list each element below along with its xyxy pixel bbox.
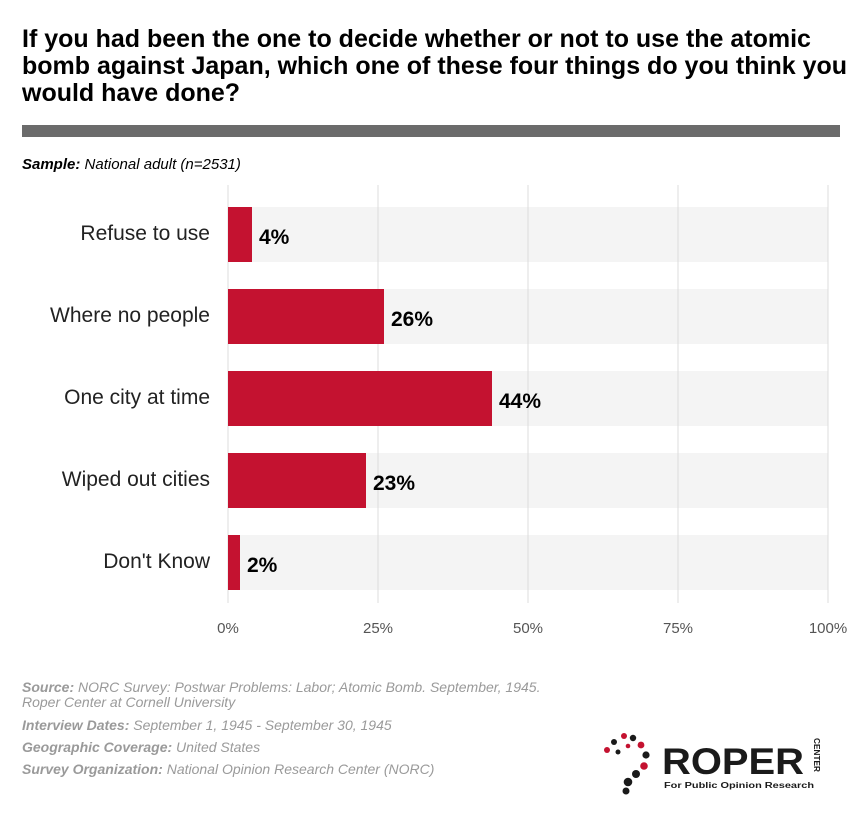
geo-value: United States xyxy=(176,739,261,755)
source-line1: NORC Survey: Postwar Problems: Labor; At… xyxy=(78,679,541,695)
logo-wordmark: ROPER xyxy=(662,741,804,782)
title-divider xyxy=(22,125,840,137)
dates-label: Interview Dates: xyxy=(22,717,130,733)
category-label: One city at time xyxy=(64,386,210,409)
roper-center-logo: ROPER CENTER For Public Opinion Research xyxy=(604,733,821,795)
value-label: 26% xyxy=(391,308,433,331)
value-label: 2% xyxy=(247,554,278,577)
bar-chart: 0% 25% 50% 75% 100% Refuse to use 4% Where no p… xyxy=(50,185,847,637)
bar xyxy=(228,535,240,590)
dates-value: September 1, 1945 - September 30, 1945 xyxy=(133,717,392,733)
org-label: Survey Organization: xyxy=(22,761,163,777)
value-label: 4% xyxy=(259,226,290,249)
geographic-coverage: Geographic Coverage: United States xyxy=(22,740,540,755)
sample-note: Sample: National adult (n=2531) xyxy=(22,156,241,173)
value-label: 44% xyxy=(499,390,541,413)
bar xyxy=(228,371,492,426)
x-tick-label: 25% xyxy=(363,620,393,637)
bar xyxy=(228,289,384,344)
org-value: National Opinion Research Center (NORC) xyxy=(166,761,435,777)
x-tick-label: 0% xyxy=(217,620,239,637)
logo-tagline: For Public Opinion Research xyxy=(664,781,814,790)
bar xyxy=(228,453,366,508)
chart-footer: Source: NORC Survey: Postwar Problems: L… xyxy=(22,680,540,784)
x-tick-label: 100% xyxy=(809,620,847,637)
source-line2: Roper Center at Cornell University xyxy=(22,694,236,710)
survey-organization: Survey Organization: National Opinion Re… xyxy=(22,762,540,777)
source-note: Source: NORC Survey: Postwar Problems: L… xyxy=(22,680,540,710)
value-label: 23% xyxy=(373,472,415,495)
sample-label: Sample: xyxy=(22,156,81,173)
interview-dates: Interview Dates: September 1, 1945 - Sep… xyxy=(22,718,540,733)
category-label: Where no people xyxy=(50,304,210,327)
logo-dots-icon xyxy=(604,733,650,795)
x-tick-label: 50% xyxy=(513,620,543,637)
logo-side-text: CENTER xyxy=(812,738,821,772)
x-tick-label: 75% xyxy=(663,620,693,637)
bar xyxy=(228,207,252,262)
category-label: Wiped out cities xyxy=(62,468,210,491)
source-label: Source: xyxy=(22,679,75,695)
geo-label: Geographic Coverage: xyxy=(22,739,173,755)
category-label: Don't Know xyxy=(103,550,211,573)
chart-title: If you had been the one to decide whethe… xyxy=(22,25,848,107)
sample-value: National adult (n=2531) xyxy=(84,156,241,173)
category-label: Refuse to use xyxy=(80,222,210,245)
